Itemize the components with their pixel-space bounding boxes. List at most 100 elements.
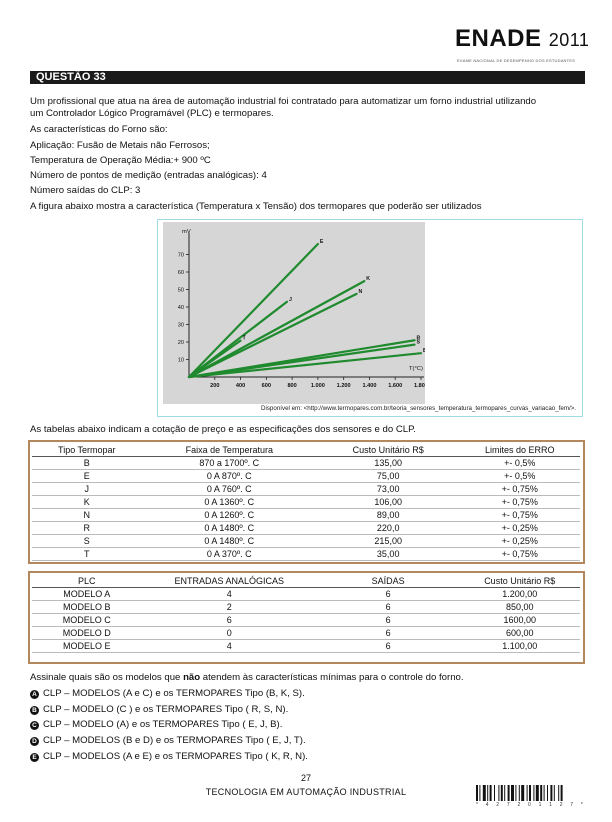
option-d-text: CLP – MODELOS (B e D) e os TERMOPARES Ti… <box>43 735 306 746</box>
series-label-t: T <box>243 336 247 342</box>
plc-cell: MODELO C <box>32 613 142 627</box>
sensors-table: Tipo Termopar Faixa de Temperatura Custo U… <box>32 444 580 561</box>
sensors-cell: N <box>32 508 142 522</box>
barcode-bar <box>479 785 481 801</box>
plc-cell: MODELO E <box>32 639 142 653</box>
barcode-bar <box>560 785 563 801</box>
option-a[interactable]: A CLP – MODELOS (A e C) e os TERMOPARES T… <box>30 688 305 700</box>
course-name: TECNOLOGIA EM AUTOMAÇÃO INDUSTRIAL <box>205 787 407 797</box>
option-d-marker: D <box>30 737 39 746</box>
y-axis-label: mV <box>182 229 191 235</box>
series-label-j: J <box>289 297 292 303</box>
plc-cell: 0 <box>141 626 317 640</box>
option-b-marker: B <box>30 706 39 715</box>
enade-logo: ENADE 2011 <box>455 25 589 53</box>
x-tick-label: 600 <box>262 383 271 389</box>
page-number: 27 <box>300 773 311 783</box>
x-tick-label: 1.200 <box>337 383 351 389</box>
y-tick-label: 40 <box>178 305 184 311</box>
barcode-bar <box>500 785 503 801</box>
sensors-cell: 73,00 <box>316 482 460 496</box>
sensors-cell: +- 0,25% <box>459 521 580 535</box>
sensors-cell: +- 0,75% <box>459 547 580 561</box>
plc-header-row: PLC ENTRADAS ANALÓGICAS SAÍDAS Custo Unitár… <box>32 575 580 588</box>
x-tick-label: 1.000 <box>311 383 325 389</box>
sensors-header-2: Custo Unitário R$ <box>316 444 460 457</box>
series-line-b <box>187 352 423 379</box>
plc-cell: MODELO D <box>32 626 142 640</box>
question-prompt: Assinale quais são os modelos que não at… <box>30 672 464 684</box>
sensors-cell: 106,00 <box>316 495 460 509</box>
y-tick-label: 20 <box>178 340 184 346</box>
y-tick-label: 10 <box>178 358 184 364</box>
option-e[interactable]: E CLP – MODELOS (A e E) e os TERMOPARES T… <box>30 751 308 763</box>
series-line-s <box>187 343 416 379</box>
sensors-cell: T <box>32 547 142 561</box>
series-label-s: S <box>417 340 421 346</box>
sensors-cell: +- 0,75% <box>459 482 580 496</box>
option-d[interactable]: D CLP – MODELOS (B e D) e os TERMOPARES T… <box>30 735 306 747</box>
barcode-bar <box>482 785 486 801</box>
option-b-text: CLP – MODELO (C ) e os TERMOPARES Tipo (… <box>43 704 289 715</box>
option-b[interactable]: B CLP – MODELO (C ) e os TERMOPARES Tipo … <box>30 704 288 716</box>
prompt-text-after: atendem às características mínimas para … <box>200 672 464 683</box>
series-label-b: B <box>423 348 425 354</box>
paragraph-4: Aplicação: Fusão de Metais não Ferrosos; <box>30 140 210 151</box>
sensors-cell: R <box>32 521 142 535</box>
plc-cell: 600,00 <box>459 626 580 640</box>
plc-cell: 6 <box>316 626 460 640</box>
barcode-bar <box>498 785 500 801</box>
plc-cell: 2 <box>141 600 317 614</box>
plc-cell: 1.200,00 <box>459 587 580 601</box>
x-tick-label: 1.400 <box>362 383 376 389</box>
plc-cell: 1600,00 <box>459 613 580 627</box>
prompt-emphasis: não <box>183 672 201 683</box>
sensors-cell: J <box>32 482 142 496</box>
option-c[interactable]: C CLP – MODELO (A) e os TERMOPARES Tipo (… <box>30 719 282 731</box>
plc-row: MODELO D 0 6 600,00 <box>32 626 580 640</box>
plc-cell: 850,00 <box>459 600 580 614</box>
barcode-bar <box>553 785 555 801</box>
sensors-cell: E <box>32 469 142 483</box>
sensors-cell: B <box>32 456 142 470</box>
barcode-bar <box>494 785 495 801</box>
barcode-bar <box>476 785 478 801</box>
thermocouple-chart: 200 400 600 800 1.000 1.200 1.400 1.600 1.800 10 2… <box>163 222 425 404</box>
sensors-cell: 0 A 1360º. C <box>141 495 317 509</box>
sensors-cell: +- 0,25% <box>459 534 580 548</box>
sensors-cell: 0 A 370º. C <box>141 547 317 561</box>
plc-header-0: PLC <box>32 575 142 588</box>
barcode-bar <box>558 785 560 801</box>
sensors-cell: 75,00 <box>316 469 460 483</box>
paragraph-2: um Controlador Lógico Programável (PLC) … <box>30 108 274 119</box>
series-label-k: K <box>366 276 370 282</box>
plc-cell: 6 <box>316 639 460 653</box>
chart-source: Disponível em: <http://www.termopares.co… <box>261 405 577 412</box>
sensors-header-row: Tipo Termopar Faixa de Temperatura Custo U… <box>32 444 580 457</box>
sensors-cell: 135,00 <box>316 456 460 470</box>
y-tick-label: 70 <box>178 253 184 259</box>
barcode-bar <box>533 785 535 801</box>
paragraph-1: Um profissional que atua na área de auto… <box>30 96 537 107</box>
barcode-number: * 4 2 7 2 0 1 1 2 7 * <box>476 802 587 808</box>
x-tick-label: 400 <box>236 383 245 389</box>
sensors-header-3: Limites do ERRO <box>459 444 580 457</box>
sensors-cell: K <box>32 495 142 509</box>
sensors-cell: 0 A 1480º. C <box>141 534 317 548</box>
plc-row: MODELO C 6 6 1600,00 <box>32 613 580 627</box>
plc-cell: 6 <box>316 600 460 614</box>
plc-row: MODELO A 4 6 1.200,00 <box>32 587 580 601</box>
barcode-bar <box>529 785 531 801</box>
plc-header-2: SAÍDAS <box>316 575 460 588</box>
series-label-n: N <box>359 289 363 295</box>
sensors-cell: 220,0 <box>316 521 460 535</box>
series-label-r: R <box>417 335 421 341</box>
option-a-marker: A <box>30 690 39 699</box>
exam-year: 2011 <box>548 30 590 50</box>
sensors-cell: 0 A 760º. C <box>141 482 317 496</box>
sensors-cell: 0 A 870º. C <box>141 469 317 483</box>
